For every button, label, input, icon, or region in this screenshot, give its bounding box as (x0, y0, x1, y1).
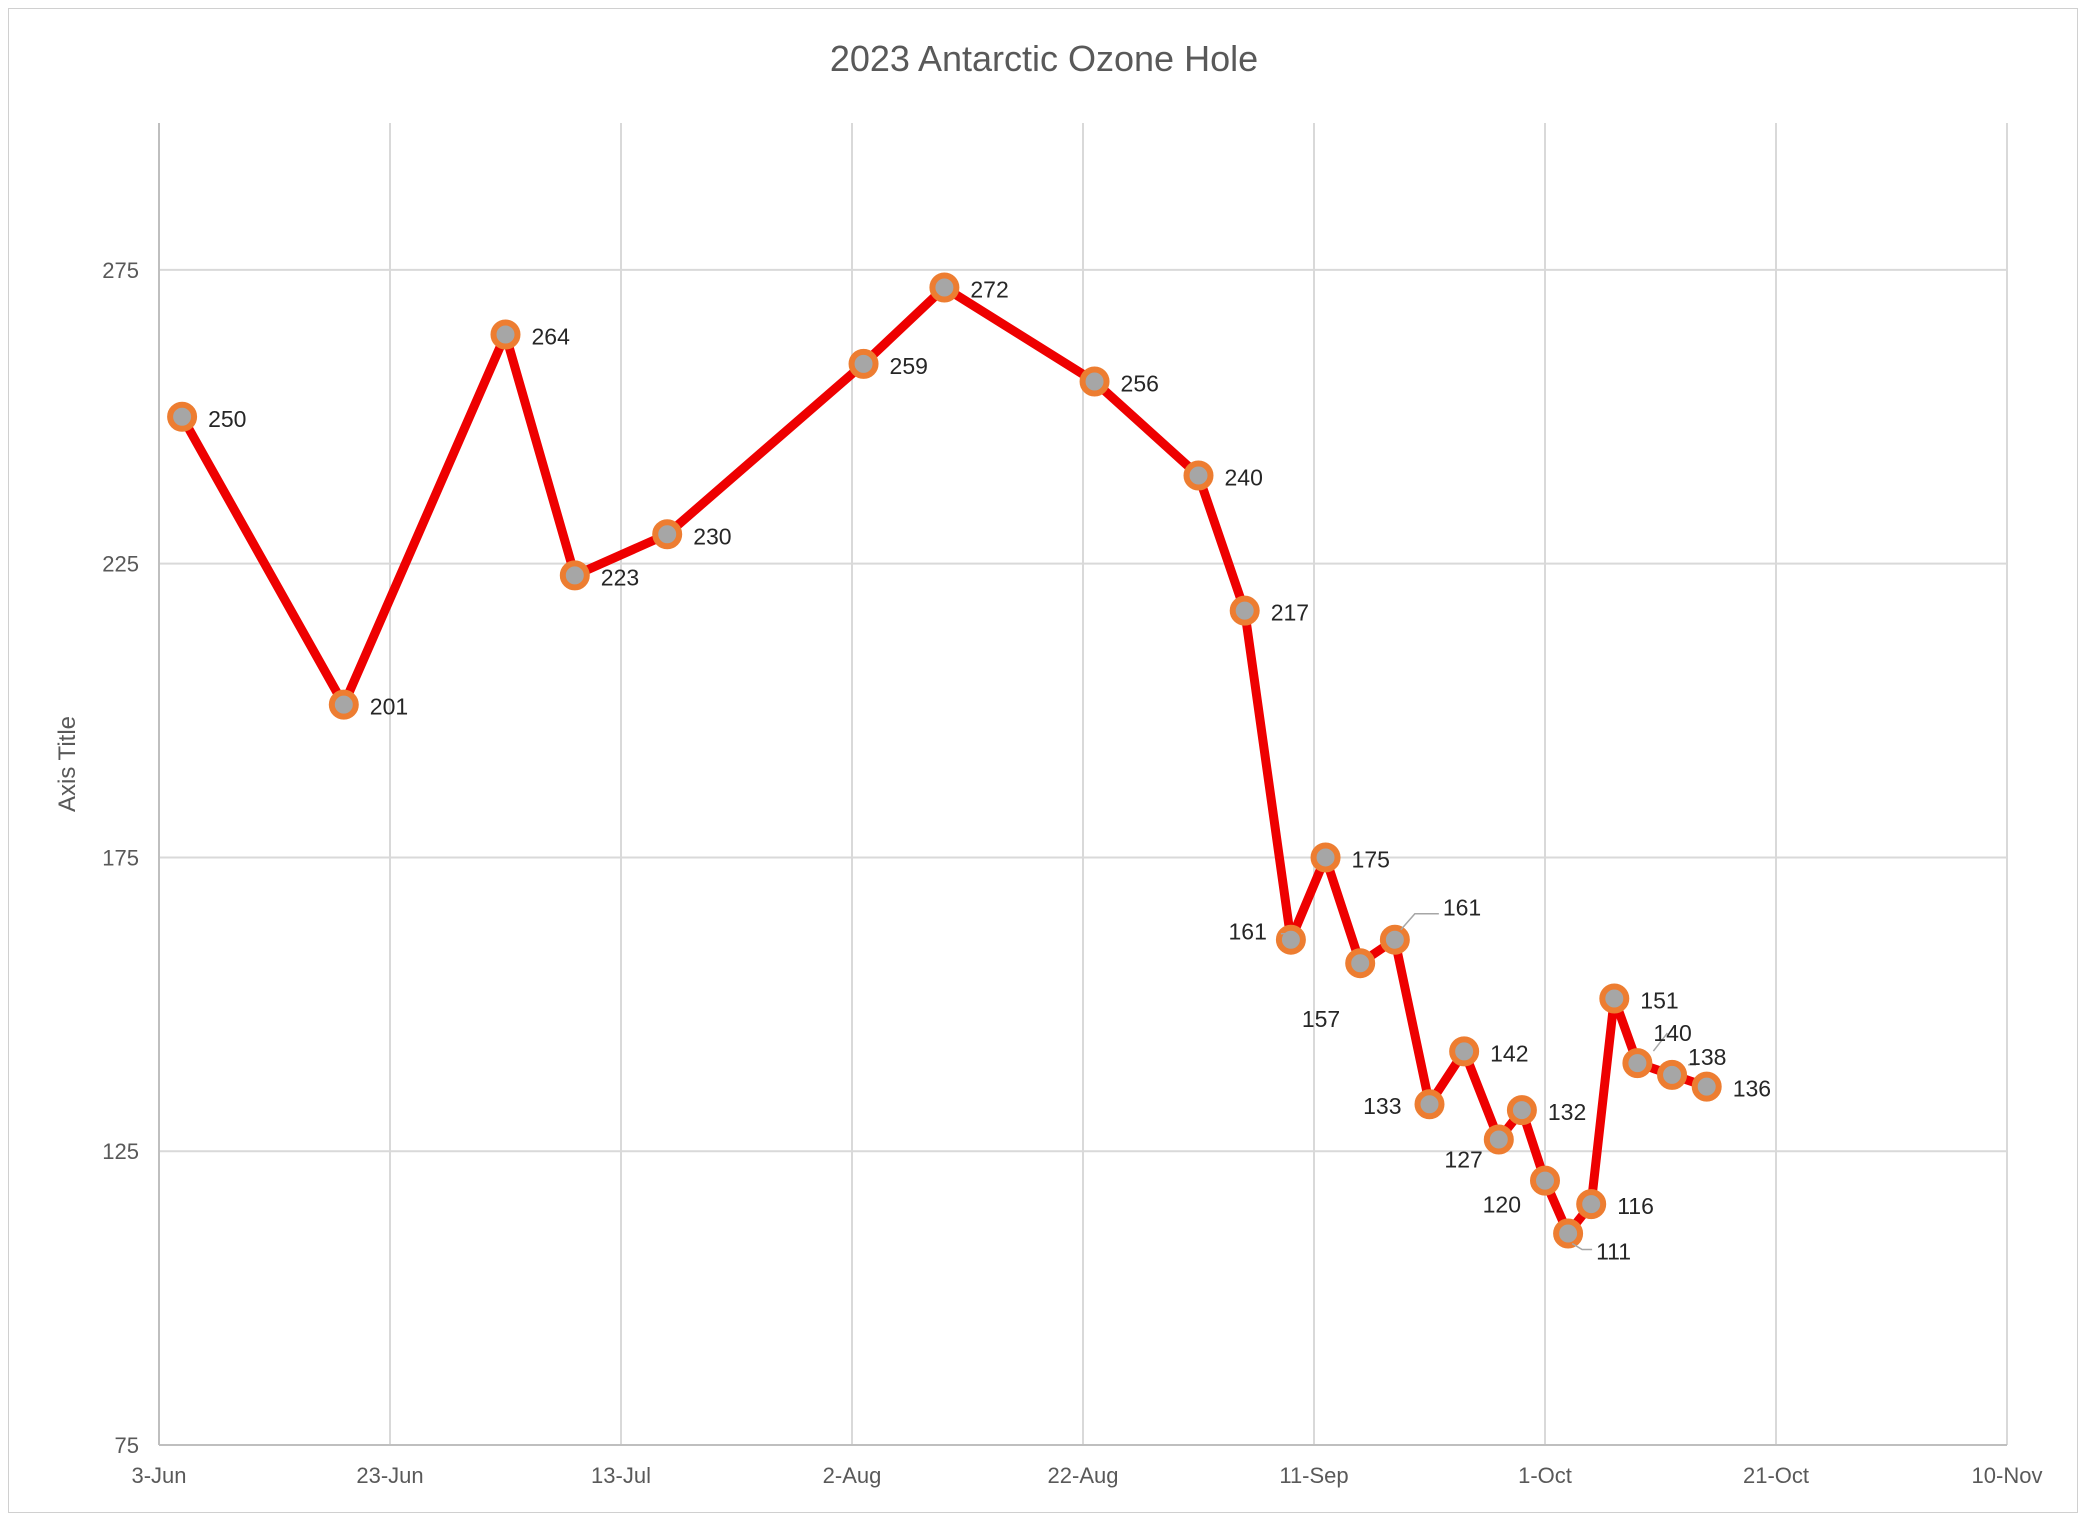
data-label: 142 (1490, 1040, 1528, 1066)
data-label-leader (1400, 912, 1439, 931)
chart-svg: 3-Jun 23-Jun 13-Jul 2-Aug 22-Aug 11-Sep 1-Oct 2… (54, 38, 2042, 1488)
data-point-marker (1657, 1059, 1688, 1090)
axes: 3-Jun 23-Jun 13-Jul 2-Aug 22-Aug 11-Sep 1-Oct 2… (102, 123, 2042, 1488)
data-label: 272 (970, 277, 1008, 303)
data-label: 264 (532, 324, 571, 350)
x-tick-label: 21-Oct (1743, 1463, 1809, 1488)
data-label: 133 (1363, 1093, 1401, 1119)
data-label: 111 (1596, 1238, 1631, 1264)
data-point-marker (1530, 1165, 1560, 1196)
data-point-marker (1310, 842, 1341, 873)
data-point-marker (1414, 1089, 1445, 1120)
y-tick-label: 175 (102, 845, 139, 870)
data-point-marker (1553, 1218, 1584, 1249)
data-point-marker (328, 689, 359, 720)
data-point-marker (1691, 1071, 1722, 1102)
data-label: 230 (693, 523, 731, 549)
data-label: 223 (601, 564, 639, 590)
x-tick-label: 11-Sep (1279, 1463, 1348, 1488)
data-labels: 250 201 264 223 230 259 272 256 240 217 161 175 157 1… (208, 277, 1771, 1265)
y-tick-label: 225 (102, 552, 139, 577)
x-tick-label: 1-Oct (1518, 1463, 1572, 1488)
data-point-marker (167, 401, 198, 432)
data-label: 175 (1352, 846, 1390, 872)
data-point-marker (559, 560, 590, 591)
data-label: 127 (1444, 1146, 1482, 1172)
x-tick-label: 23-Jun (356, 1463, 423, 1488)
series-line (177, 283, 1712, 1238)
data-label: 136 (1733, 1076, 1771, 1102)
data-label: 116 (1617, 1193, 1654, 1219)
data-label: 256 (1121, 371, 1159, 397)
data-point-marker (1599, 983, 1630, 1014)
data-point-marker (1506, 1095, 1537, 1126)
data-label: 151 (1640, 987, 1678, 1013)
x-tick-label: 2-Aug (823, 1463, 882, 1488)
data-point-marker (848, 348, 879, 379)
data-label: 240 (1225, 465, 1263, 491)
data-label: 201 (370, 694, 408, 720)
data-label: 120 (1483, 1192, 1521, 1218)
data-point-marker (1229, 595, 1260, 626)
data-label: 161 (1229, 919, 1267, 945)
data-label: 217 (1271, 600, 1309, 626)
y-tick-label: 275 (102, 258, 139, 283)
data-point-marker (1379, 924, 1410, 955)
data-label-leader (1652, 1032, 1668, 1052)
x-tick-label: 22-Aug (1048, 1463, 1119, 1488)
data-label: 250 (208, 406, 246, 432)
data-point-marker (1576, 1189, 1607, 1220)
y-tick-label: 75 (115, 1433, 139, 1458)
data-point-marker (652, 519, 683, 550)
data-point-marker (1183, 460, 1214, 491)
data-point-marker (1449, 1036, 1480, 1067)
y-axis-title: Axis Title (54, 716, 81, 812)
data-point-marker (929, 272, 960, 303)
chart-title: 2023 Antarctic Ozone Hole (830, 38, 1258, 79)
series (167, 272, 1722, 1249)
data-label: 161 (1443, 895, 1481, 921)
data-label-leader (1571, 1242, 1593, 1251)
x-tick-label: 10-Nov (1972, 1463, 2043, 1488)
data-point-marker (1622, 1048, 1653, 1079)
data-label: 157 (1302, 1006, 1340, 1032)
x-tick-label: 3-Jun (131, 1463, 186, 1488)
data-point-marker (490, 319, 521, 350)
gridlines (159, 123, 2008, 1445)
data-label: 140 (1653, 1020, 1691, 1046)
x-tick-label: 13-Jul (591, 1463, 651, 1488)
data-point-marker (1079, 366, 1110, 397)
data-point-marker (1345, 948, 1376, 979)
chart-frame: 3-Jun 23-Jun 13-Jul 2-Aug 22-Aug 11-Sep 1-Oct 2… (8, 8, 2078, 1513)
data-point-marker (1483, 1124, 1514, 1155)
data-point-marker (1275, 924, 1306, 955)
data-label: 132 (1548, 1099, 1586, 1125)
data-label: 259 (890, 353, 928, 379)
data-label: 138 (1688, 1044, 1726, 1070)
y-tick-label: 125 (102, 1139, 139, 1164)
